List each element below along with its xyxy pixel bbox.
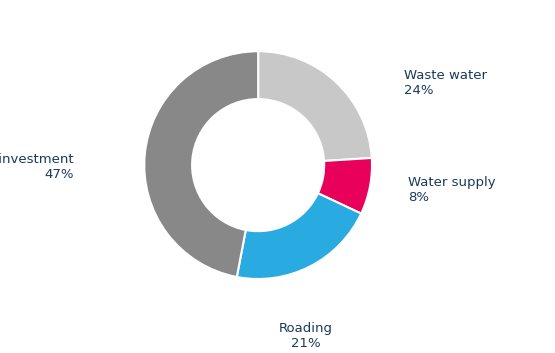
Text: Roading
21%: Roading 21% bbox=[279, 322, 333, 350]
Text: Other investment
47%: Other investment 47% bbox=[0, 154, 74, 181]
Text: Waste water
24%: Waste water 24% bbox=[404, 69, 487, 97]
Wedge shape bbox=[237, 193, 361, 279]
Text: Water supply
8%: Water supply 8% bbox=[408, 176, 496, 204]
Wedge shape bbox=[144, 51, 258, 277]
Wedge shape bbox=[318, 158, 372, 214]
Wedge shape bbox=[258, 51, 372, 161]
